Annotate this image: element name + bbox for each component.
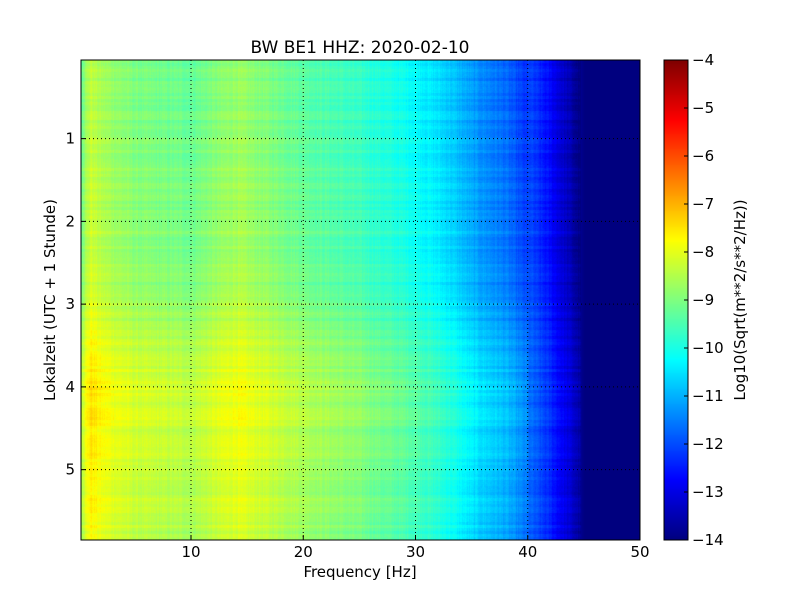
colorbar-label: Log10(Sqrt(m**2/s**2/Hz)): [731, 199, 749, 400]
colorbar-tick-label: −13: [692, 483, 724, 501]
x-tick-label: 50: [630, 543, 649, 561]
colorbar-tick-label: −5: [692, 99, 714, 117]
colorbar-tick-label: −4: [692, 51, 714, 69]
colorbar-ticks: −4 −5 −6 −7 −8 −9 −10 −11 −12 −13 −14: [684, 51, 724, 549]
y-tick-label: 1: [65, 130, 75, 148]
chart-title: BW BE1 HHZ: 2020-02-10: [250, 38, 469, 58]
colorbar-tick-label: −7: [692, 195, 714, 213]
plot-frame: [80, 59, 641, 541]
spectrogram-heatmap: [81, 60, 640, 540]
x-axis-label: Frequency [Hz]: [303, 563, 416, 581]
y-tick-label: 2: [65, 212, 75, 230]
colorbar-tick-label: −11: [692, 387, 724, 405]
colorbar-tick-label: −6: [692, 147, 714, 165]
y-axis-ticks: 1 2 3 4 5: [65, 130, 86, 479]
y-tick-label: 5: [65, 461, 75, 479]
colorbar-tick-label: −9: [692, 291, 714, 309]
colorbar-tick-label: −14: [692, 531, 724, 549]
x-tick-label: 30: [406, 543, 425, 561]
x-tick-label: 40: [518, 543, 537, 561]
y-tick-label: 3: [65, 295, 75, 313]
grid-lines: [81, 60, 640, 540]
colorbar-tick-label: −10: [692, 339, 724, 357]
x-tick-label: 20: [294, 543, 313, 561]
x-axis-ticks: 10 20 30 40 50: [181, 535, 650, 561]
colorbar-tick-label: −8: [692, 243, 714, 261]
y-tick-label: 4: [65, 378, 75, 396]
colorbar-tick-label: −12: [692, 435, 724, 453]
y-axis-label: Lokalzeit (UTC + 1 Stunde): [41, 199, 59, 401]
x-tick-label: 10: [181, 543, 200, 561]
